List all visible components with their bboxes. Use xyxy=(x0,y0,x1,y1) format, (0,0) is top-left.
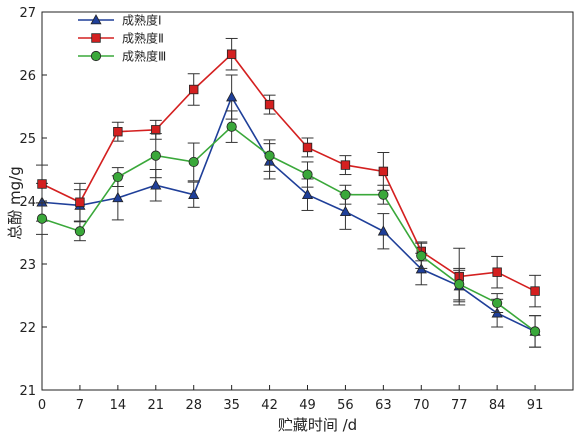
data-point xyxy=(226,121,237,132)
x-axis-title: 贮藏时间 /d xyxy=(278,416,357,434)
y-axis-title: 总酚 mg/g xyxy=(6,166,24,239)
data-point xyxy=(151,125,161,135)
x-tick-label: 28 xyxy=(185,398,202,413)
data-point xyxy=(302,169,313,180)
data-point xyxy=(302,142,313,153)
data-point xyxy=(340,160,351,170)
y-tick-label: 26 xyxy=(19,69,36,84)
data-point xyxy=(377,225,389,236)
data-point xyxy=(188,156,199,168)
x-tick-label: 77 xyxy=(451,398,468,413)
x-tick-label: 84 xyxy=(489,398,506,413)
series-layer xyxy=(36,37,542,348)
data-point xyxy=(416,250,427,261)
series-line xyxy=(41,95,536,333)
data-point xyxy=(188,188,200,200)
data-point xyxy=(226,91,238,102)
y-tick-label: 27 xyxy=(19,6,36,21)
series-1 xyxy=(36,74,542,348)
x-tick-label: 70 xyxy=(413,398,430,413)
data-point xyxy=(264,150,275,161)
x-tick-label: 14 xyxy=(110,398,127,413)
x-tick-label: 42 xyxy=(261,398,278,413)
data-point xyxy=(112,171,123,183)
x-tick-label: 35 xyxy=(223,398,240,413)
y-tick-label: 22 xyxy=(19,321,36,336)
x-tick-label: 56 xyxy=(337,398,354,413)
axes: 21 22 23 24 25 26 27 0 7 14 21 28 35 42 49 56 63 70 77 84 91 xyxy=(19,6,574,413)
x-tick-label: 7 xyxy=(76,398,84,413)
legend-marker xyxy=(90,14,102,25)
data-point xyxy=(150,179,162,190)
series-line xyxy=(41,125,536,333)
x-tick-label: 0 xyxy=(38,398,46,413)
x-tick-label: 63 xyxy=(375,398,392,413)
data-point xyxy=(112,191,124,203)
series-line xyxy=(41,53,536,292)
data-point xyxy=(378,166,389,177)
legend: 成熟度Ⅰ 成熟度Ⅱ 成熟度Ⅲ xyxy=(78,13,166,64)
legend-label: 成熟度Ⅱ xyxy=(122,31,164,46)
data-point xyxy=(529,326,541,337)
legend-marker xyxy=(91,33,101,43)
data-point xyxy=(492,297,503,309)
legend-label: 成熟度Ⅰ xyxy=(122,13,162,28)
data-point xyxy=(36,213,48,224)
data-point xyxy=(189,84,199,95)
data-point xyxy=(113,127,123,137)
data-point xyxy=(530,286,540,296)
data-point xyxy=(37,179,47,189)
x-tick-label: 91 xyxy=(527,398,544,413)
y-tick-label: 24 xyxy=(19,195,36,210)
data-point xyxy=(264,99,275,110)
y-tick-label: 23 xyxy=(19,258,36,273)
y-tick-label: 21 xyxy=(19,384,36,399)
x-tick-label: 49 xyxy=(299,398,316,413)
legend-label: 成熟度Ⅲ xyxy=(122,49,166,64)
data-point xyxy=(492,267,502,277)
data-point xyxy=(150,150,161,161)
legend-marker xyxy=(90,50,102,62)
data-point xyxy=(339,205,352,217)
data-point xyxy=(74,226,86,237)
data-point xyxy=(301,188,314,200)
series-3 xyxy=(36,110,542,348)
data-point xyxy=(454,279,465,290)
data-point xyxy=(378,189,389,200)
data-point xyxy=(75,197,85,207)
data-point xyxy=(340,189,351,200)
data-point xyxy=(226,49,237,59)
series-2 xyxy=(36,37,542,308)
x-tick-label: 21 xyxy=(148,398,165,413)
y-tick-label: 25 xyxy=(19,132,36,147)
